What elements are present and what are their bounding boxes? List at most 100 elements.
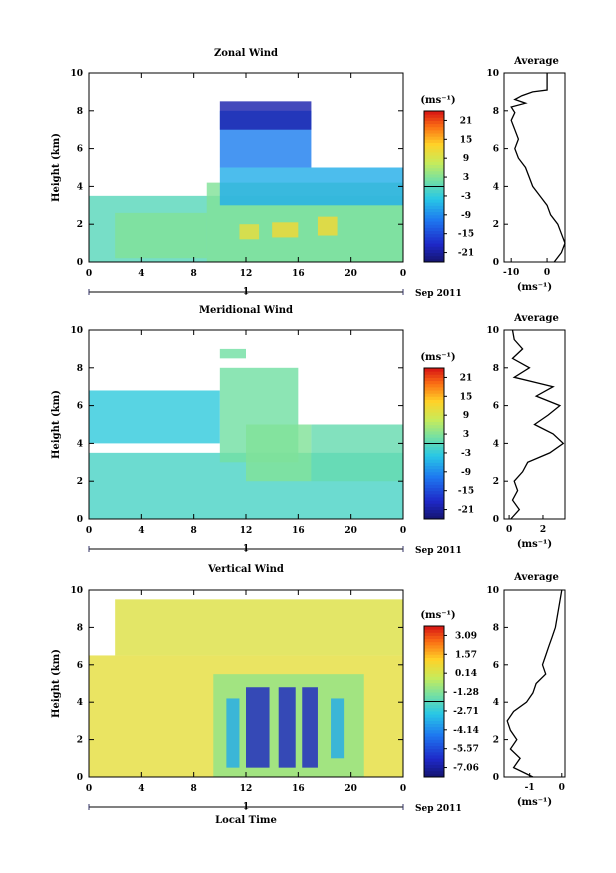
x-tick-label: 8	[191, 784, 197, 794]
day-label: 1	[243, 544, 249, 554]
colorbar-segment	[424, 437, 444, 441]
date-label: Sep 2011	[415, 546, 462, 556]
y-tick-label: 6	[77, 661, 83, 671]
colorbar-segment	[424, 732, 444, 737]
colorbar-tick-label: -3	[461, 449, 471, 459]
colorbar-segment	[424, 368, 444, 372]
colorbar-segment	[424, 648, 444, 652]
profile-y-tick-label: 2	[493, 736, 499, 746]
colorbar-tick-label: 1.57	[455, 650, 477, 660]
colorbar-segment	[424, 430, 444, 435]
profile-x-tick-label: 0	[506, 525, 512, 535]
colorbar-segment	[424, 698, 444, 702]
colorbar-segment	[424, 233, 444, 238]
colorbar-segment	[424, 626, 444, 630]
x-axis-label: Local Time	[215, 815, 277, 826]
colorbar-segment	[424, 459, 444, 463]
colorbar-segment	[424, 243, 444, 247]
heatmap-patch	[311, 424, 403, 482]
day-label: 1	[243, 802, 249, 812]
profile-frame	[503, 589, 566, 778]
colorbar-segment	[424, 114, 444, 118]
colorbar-segment	[424, 688, 444, 693]
colorbar-segment	[424, 396, 444, 400]
y-tick-label: 0	[77, 515, 83, 525]
colorbar-segment	[424, 189, 444, 194]
colorbar-segment	[424, 506, 444, 511]
colorbar-segment	[424, 676, 444, 680]
x-tick-label: 20	[344, 526, 357, 536]
colorbar-segment	[424, 405, 444, 410]
colorbar-segment	[424, 465, 444, 470]
colorbar-segment	[424, 707, 444, 712]
colorbar-segment	[424, 374, 444, 378]
colorbar-segment	[424, 129, 444, 134]
y-tick-label: 4	[77, 698, 83, 708]
colorbar-segment	[424, 701, 444, 706]
colorbar-units: (ms⁻¹)	[420, 610, 455, 621]
heatmap-patch	[226, 698, 240, 768]
colorbar-segment	[424, 462, 444, 467]
y-tick-label: 4	[77, 439, 83, 449]
colorbar-tick-label: -9	[461, 468, 471, 478]
colorbar-segment	[424, 164, 444, 169]
colorbar-segment	[424, 767, 444, 772]
colorbar-segment	[424, 635, 444, 640]
x-tick-label: 0	[400, 526, 406, 536]
colorbar-segment	[424, 629, 444, 633]
profile-y-tick-label: 4	[493, 182, 499, 192]
average-profile: Average 0 2 4 6 8 10 -10 0 (ms⁻¹)	[486, 56, 566, 293]
profile-y-tick-label: 0	[493, 258, 499, 268]
colorbar-segment	[424, 217, 444, 222]
date-label: Sep 2011	[415, 804, 462, 814]
colorbar-tick-label: -15	[458, 487, 474, 497]
colorbar-segment	[424, 509, 444, 514]
heatmap-patch	[331, 698, 345, 759]
y-tick-label: 8	[77, 107, 83, 117]
colorbar-segment	[424, 456, 444, 460]
colorbar-segment	[424, 211, 444, 216]
colorbar-segment	[424, 729, 444, 734]
x-tick-label: 4	[138, 526, 144, 536]
profile-title: Average	[513, 572, 559, 583]
colorbar-segment	[424, 632, 444, 636]
colorbar-segment	[424, 252, 444, 257]
y-axis-label: Height (km)	[51, 133, 62, 202]
x-tick-label: 16	[292, 269, 305, 279]
colorbar-segment	[424, 205, 444, 210]
x-tick-label: 20	[344, 784, 357, 794]
colorbar-tick-label: -7.06	[453, 764, 479, 774]
colorbar-segment	[424, 227, 444, 232]
colorbar-segment	[424, 710, 444, 715]
profile-frame	[503, 72, 566, 263]
x-tick-label: 0	[86, 269, 92, 279]
colorbar-segment	[424, 246, 444, 250]
x-tick-label: 4	[138, 269, 144, 279]
heatmap-patch	[272, 222, 299, 238]
colorbar-segment	[424, 214, 444, 219]
colorbar-segment	[424, 717, 444, 721]
colorbar-segment	[424, 695, 444, 699]
average-profile: Average 0 2 4 6 8 10 0 2 (ms⁻¹)	[486, 313, 566, 550]
colorbar-tick-label: 0.14	[455, 669, 477, 679]
colorbar-segment	[424, 723, 444, 728]
x-tick-label: 4	[138, 784, 144, 794]
colorbar-segment	[424, 236, 444, 241]
colorbar-tick-label: -15	[458, 230, 474, 240]
colorbar-segment	[424, 739, 444, 743]
colorbar-segment	[424, 773, 444, 778]
colorbar-segment	[424, 386, 444, 391]
colorbar-segment	[424, 136, 444, 140]
colorbar-segment	[424, 412, 444, 416]
colorbar-segment	[424, 371, 444, 375]
profile-y-tick-label: 0	[493, 773, 499, 783]
colorbar-tick-label: 15	[460, 392, 473, 402]
heatmap-patch	[115, 599, 404, 656]
colorbar-segment	[424, 380, 444, 385]
chart-title: Zonal Wind	[214, 48, 278, 59]
colorbar-segment	[424, 644, 444, 649]
colorbar-segment	[424, 249, 444, 254]
